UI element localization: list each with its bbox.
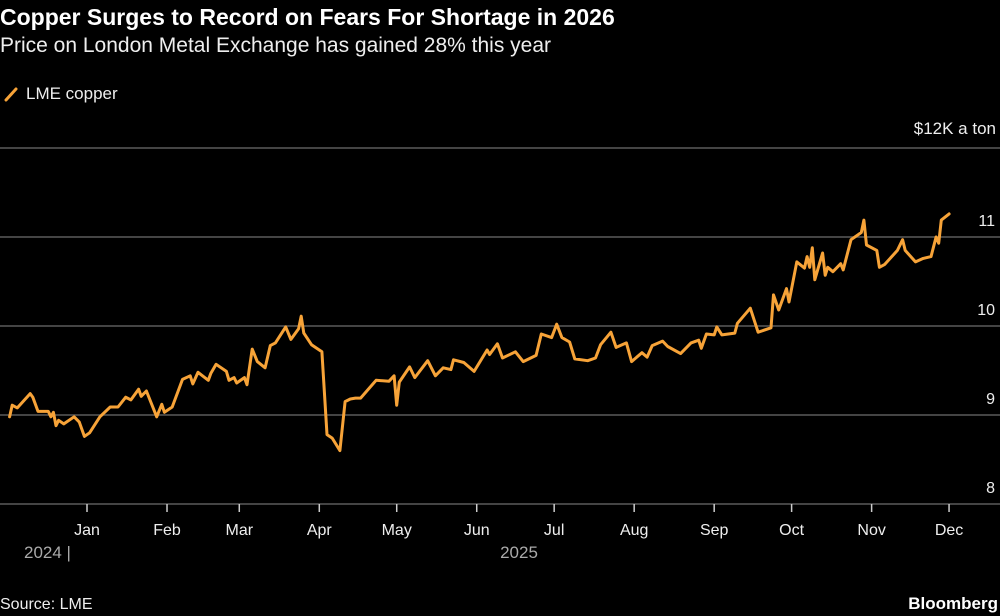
- x-tick-label: Sep: [700, 522, 729, 539]
- y-tick-label: 8: [986, 480, 995, 497]
- x-tick-label: Dec: [935, 522, 963, 539]
- y-tick-label: 9: [986, 391, 995, 408]
- line-swatch-icon: [4, 87, 18, 102]
- y-tick-label: 10: [977, 302, 995, 319]
- legend-label: LME copper: [26, 84, 118, 103]
- x-tick-label: May: [382, 522, 412, 539]
- x-tick-label: Jan: [74, 522, 100, 539]
- x-tick-label: Mar: [225, 522, 253, 539]
- year-label: 2025: [500, 543, 538, 562]
- source-note: Source: LME: [0, 596, 93, 613]
- y-tick-label: 11: [978, 213, 995, 230]
- x-tick-label: Apr: [307, 522, 333, 539]
- x-tick-label: Feb: [153, 522, 181, 539]
- x-tick-label: Oct: [779, 522, 804, 539]
- x-tick-label: Aug: [620, 522, 648, 539]
- x-tick-label: Jun: [464, 522, 490, 539]
- bloomberg-logo: Bloomberg: [908, 594, 998, 613]
- y-axis-unit-label: $12K a ton: [913, 119, 996, 138]
- chart-subtitle: Price on London Metal Exchange has gaine…: [0, 34, 552, 57]
- legend: LME copper: [4, 84, 118, 104]
- x-tick-label: Jul: [544, 522, 564, 539]
- year-label: 2024 |: [24, 543, 71, 562]
- x-tick-label: Nov: [857, 522, 885, 539]
- series-line-lme-copper: [8, 212, 951, 453]
- chart-title: Copper Surges to Record on Fears For Sho…: [0, 4, 615, 30]
